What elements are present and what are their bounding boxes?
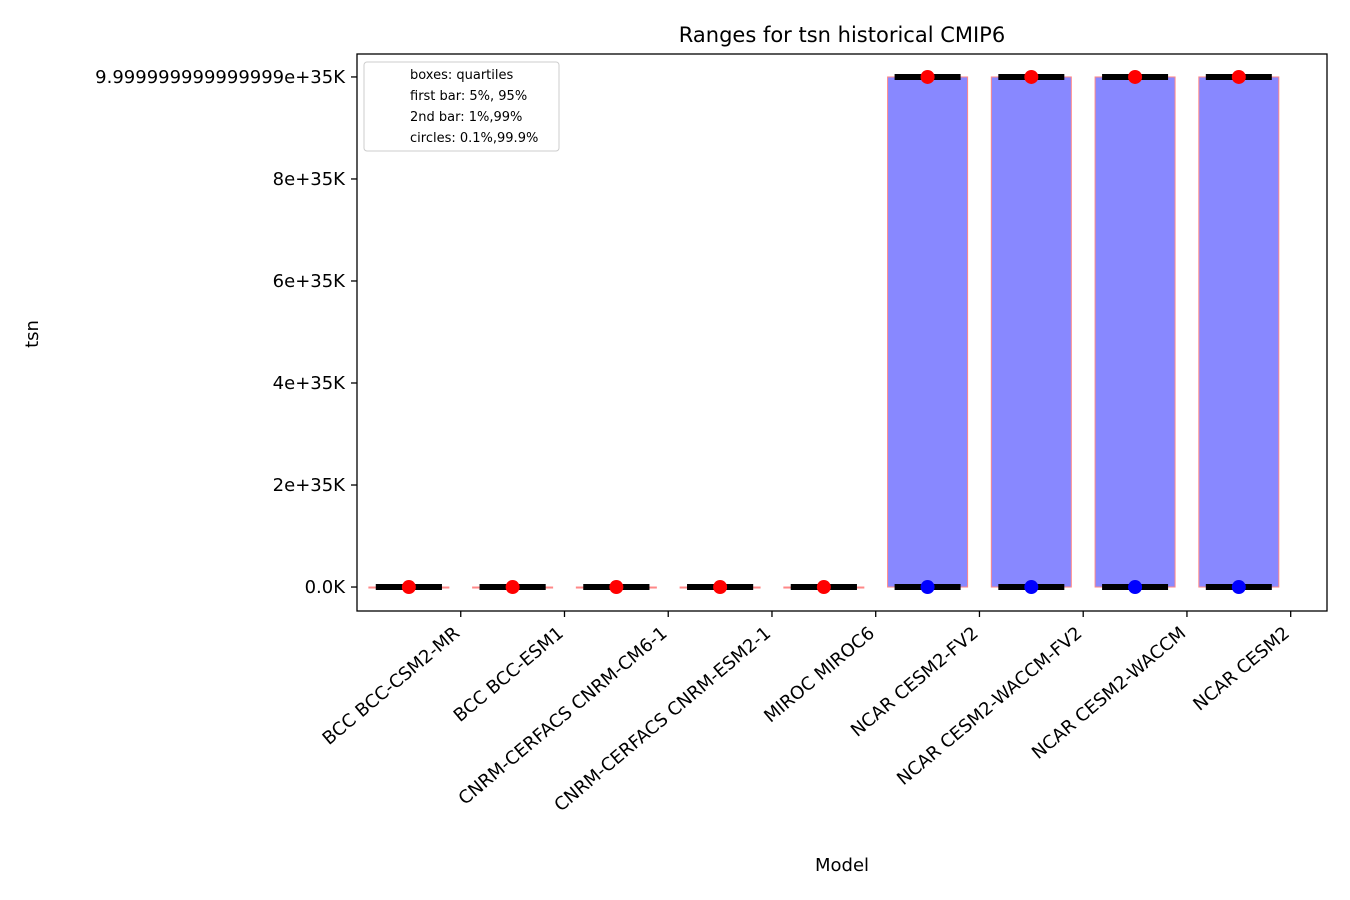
model-range-group <box>1198 69 1280 595</box>
x-tick-label: NCAR CESM2 <box>1189 623 1294 716</box>
model-range-group <box>1094 69 1176 595</box>
percentile-99-9-circle <box>713 580 728 595</box>
quartile-box <box>990 76 1072 588</box>
y-axis: 0.0K 2e+35K 4e+35K 6e+35K 8e+35K 9.9999999999… <box>95 67 357 598</box>
legend-entry: 2nd bar: 1%,99% <box>410 110 522 125</box>
quartile-box <box>1198 76 1280 588</box>
percentile-0-1-circle <box>1231 580 1246 595</box>
y-axis-label: tsn <box>22 320 43 348</box>
legend-entry: boxes: quartiles <box>410 68 514 83</box>
percentile-99-9-circle <box>609 580 624 595</box>
percentile-99-9-circle <box>1024 69 1039 84</box>
x-tick-label: NCAR CESM2-WACCM-FV2 <box>893 623 1086 790</box>
x-axis-label: Model <box>815 855 869 876</box>
legend-frame <box>363 61 560 152</box>
legend-entry: first bar: 5%, 95% <box>410 89 527 104</box>
plot-frame <box>356 53 1328 612</box>
x-tick-label: BCC BCC-ESM1 <box>450 623 568 727</box>
percentile-99-9-circle <box>401 580 416 595</box>
model-range-group <box>575 580 657 595</box>
percentile-99-9-circle <box>1231 69 1246 84</box>
percentile-99-9-circle <box>1128 69 1143 84</box>
y-tick-label: 6e+35K <box>273 271 347 292</box>
x-tick-label: MIROC MIROC6 <box>760 623 879 727</box>
model-range-group <box>990 69 1072 595</box>
percentile-0-1-circle <box>1024 580 1039 595</box>
percentile-0-1-circle <box>920 580 935 595</box>
percentile-99-9-circle <box>816 580 831 595</box>
y-tick-label: 0.0K <box>305 577 347 598</box>
plot-area <box>368 69 1280 595</box>
legend-entry: circles: 0.1%,99.9% <box>410 131 538 146</box>
legend: boxes: quartiles first bar: 5%, 95% 2nd … <box>363 61 560 152</box>
percentile-99-9-circle <box>920 69 935 84</box>
x-tick-label: CNRM-CERFACS CNRM-CM6-1 <box>455 623 672 810</box>
chart-title: Ranges for tsn historical CMIP6 <box>679 23 1005 47</box>
quartile-box <box>1094 76 1176 588</box>
x-tick-label: CNRM-CERFACS CNRM-ESM2-1 <box>550 623 775 816</box>
model-range-group <box>679 580 761 595</box>
model-range-group <box>887 69 969 595</box>
quartile-box <box>887 76 969 588</box>
y-tick-label: 8e+35K <box>273 169 347 190</box>
model-range-group <box>783 580 865 595</box>
model-range-group <box>472 580 554 595</box>
x-tick-label: BCC BCC-CSM2-MR <box>319 623 464 750</box>
y-tick-label: 9.999999999999999e+35K <box>95 67 346 88</box>
percentile-99-9-circle <box>505 580 520 595</box>
y-tick-label: 2e+35K <box>273 475 347 496</box>
model-range-group <box>368 580 450 595</box>
y-tick-label: 4e+35K <box>273 373 347 394</box>
percentile-0-1-circle <box>1128 580 1143 595</box>
